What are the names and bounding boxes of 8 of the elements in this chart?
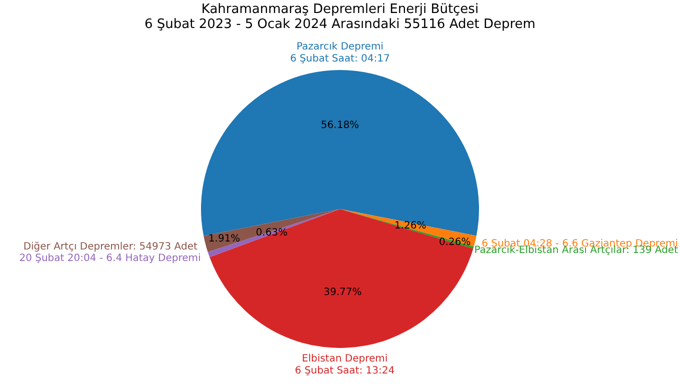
data-label: 56.18% [320, 120, 360, 132]
chart-title: Kahramanmaraş Depremleri Enerji Bütçesi 6 Şubat 2023 - 5 Ocak 2024 Arasındaki 55116 Adet Deprem [144, 2, 536, 32]
slice-label: Elbistan Depremi 6 Şubat Saat: 13:24 [294, 354, 395, 377]
slice-label: Diğer Artçı Depremler: 54973 Adet [23, 241, 198, 252]
slice-label: Pazarcık Depremi 6 Şubat Saat: 04:17 [290, 41, 390, 64]
slice-label: 20 Şubat 20:04 - 6.4 Hatay Depremi [19, 252, 201, 264]
data-label: 39.77% [324, 286, 362, 298]
data-label: 1.91% [208, 234, 240, 245]
